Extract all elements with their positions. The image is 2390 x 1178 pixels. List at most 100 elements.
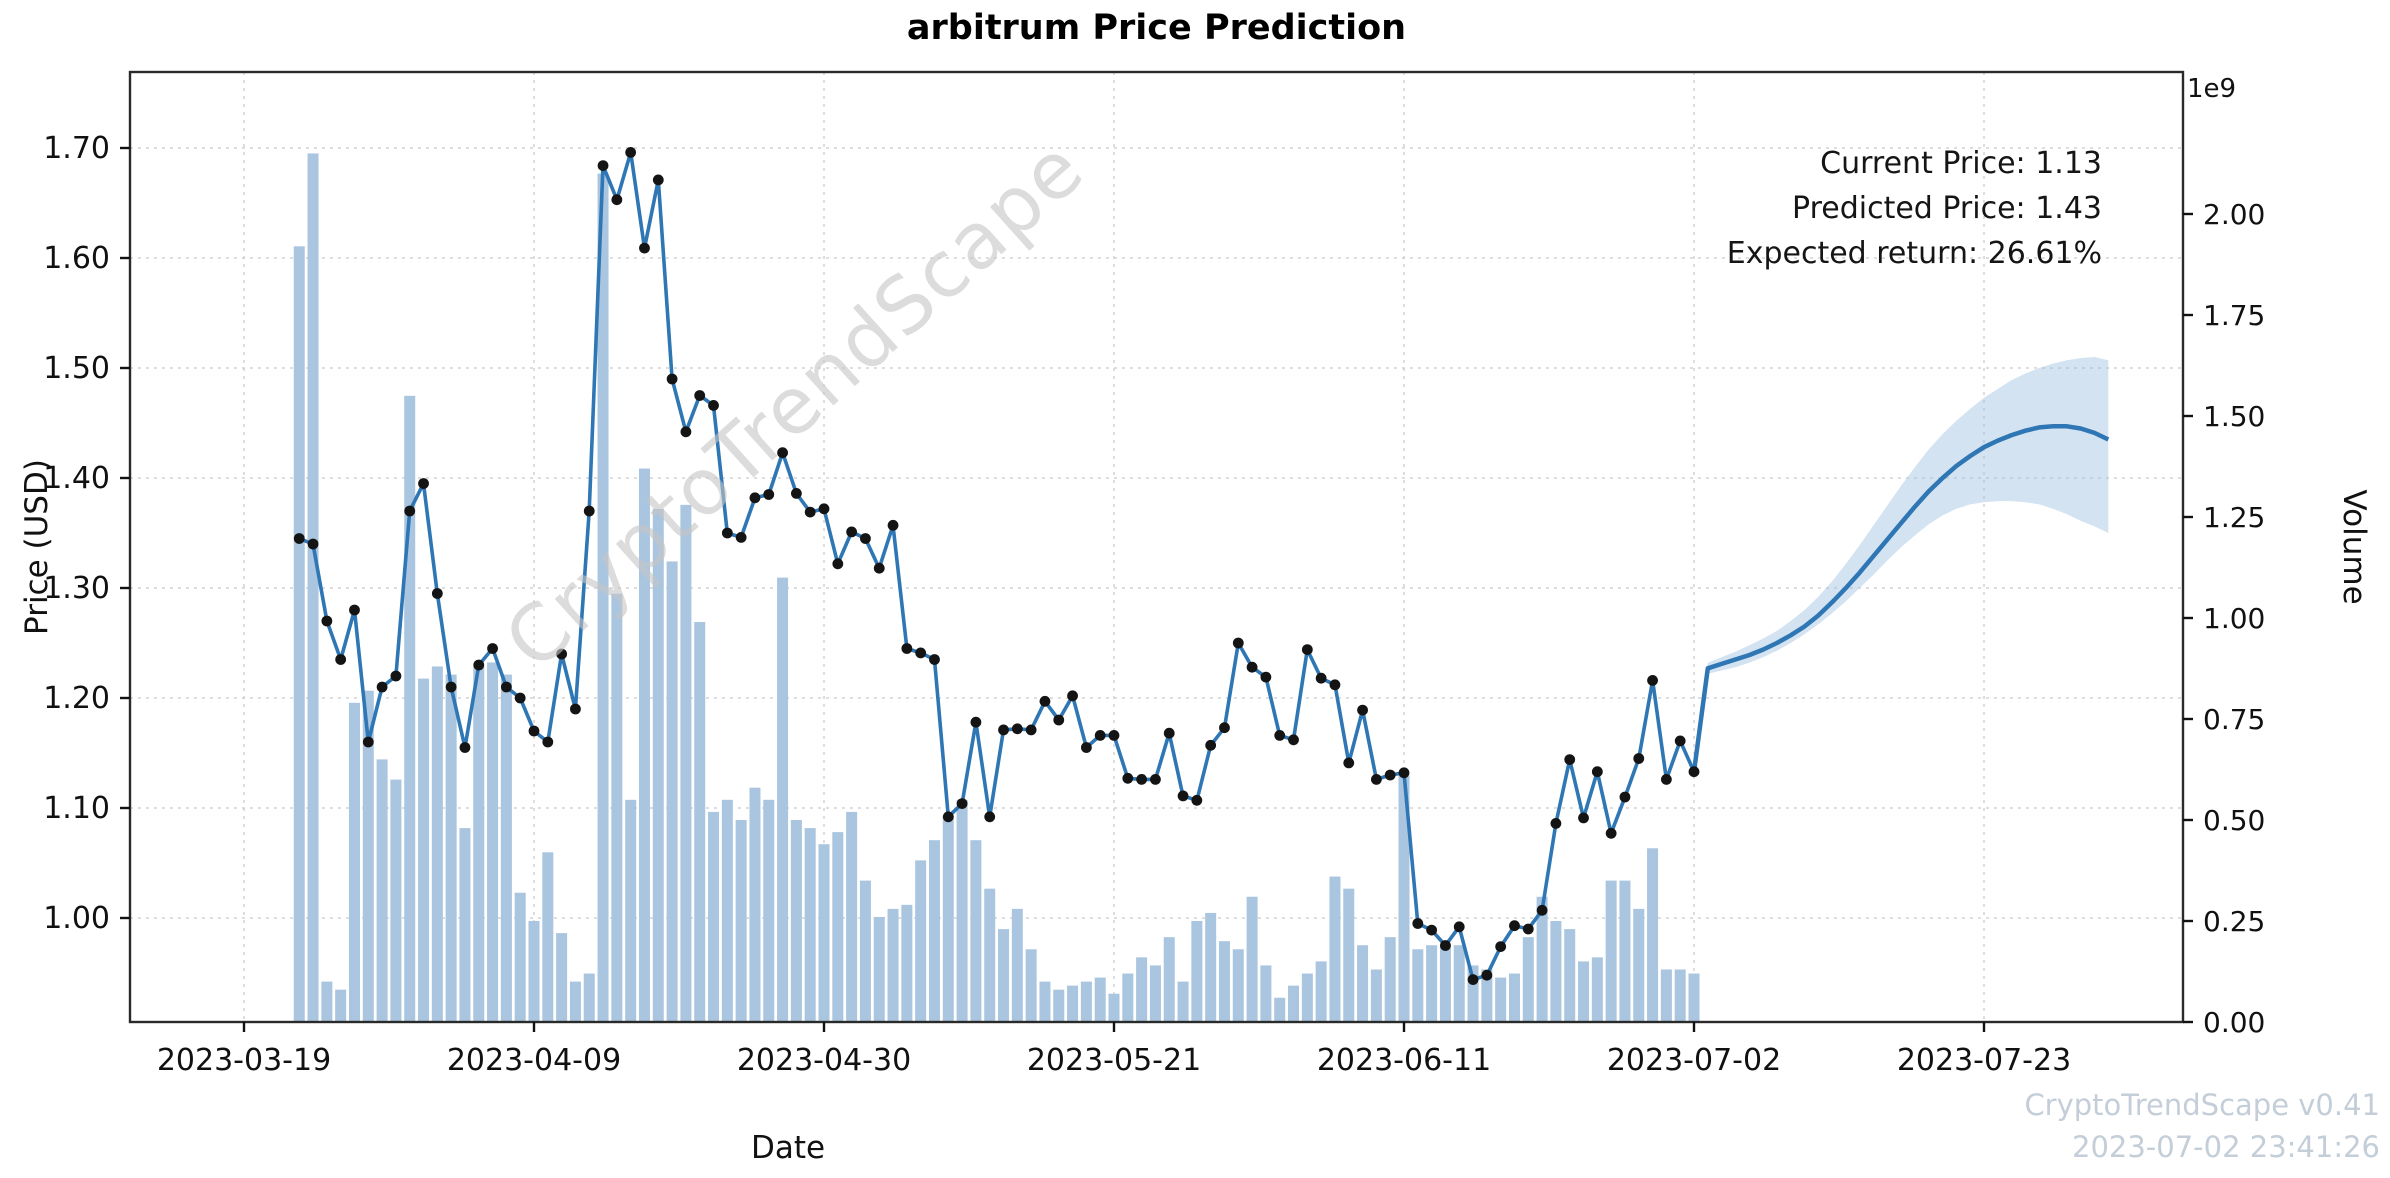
volume-bar [915,860,927,1022]
volume-bar [1536,896,1548,1022]
volume-bar [487,662,499,1022]
price-marker [376,681,388,693]
volume-bar [1315,961,1327,1022]
volume-bar [583,973,595,1022]
volume-bar [404,395,416,1022]
volume-bar [1550,921,1562,1022]
price-marker [942,811,954,823]
volume-axis-exponent: 1e9 [2187,74,2237,104]
price-marker [1122,772,1134,784]
volume-bar [790,820,802,1022]
price-marker [915,647,927,659]
price-marker [929,654,940,665]
price-marker [984,811,996,823]
x-tick-label: 2023-05-21 [1027,1043,1201,1078]
price-marker [1094,730,1106,741]
price-marker [321,615,333,627]
x-tick-label: 2023-06-11 [1317,1043,1491,1078]
volume-bar [1011,908,1023,1022]
price-marker [666,373,678,385]
volume-bar [735,820,747,1022]
volume-tick-label: 2.00 [2203,198,2265,231]
price-marker [1011,723,1023,735]
price-marker [1315,672,1327,684]
volume-bar [1647,848,1659,1022]
volume-bar [542,852,554,1022]
price-marker [542,736,554,748]
volume-bar [984,888,996,1022]
volume-bar [1591,957,1603,1022]
price-marker [1150,774,1161,785]
volume-bar [942,815,954,1022]
price-marker [887,519,899,531]
price-marker [1067,690,1078,702]
price-marker [873,562,885,574]
price-marker [528,725,540,737]
forecast-price-line [1691,424,2110,772]
volume-tick-label: 1.75 [2203,299,2265,332]
price-marker [431,588,443,599]
volume-bar [887,908,899,1022]
volume-bar [473,666,485,1022]
price-marker [1163,727,1175,739]
volume-tick-label: 0.00 [2203,1006,2265,1039]
price-marker [680,426,692,438]
price-marker [818,503,830,515]
price-marker [1329,679,1341,691]
volume-bar [1080,981,1092,1022]
price-marker [832,558,844,570]
price-tick-label: 1.70 [43,131,110,166]
volume-bar [1039,981,1051,1022]
volume-bar [459,828,471,1022]
volume-bar [418,678,430,1022]
volume-bar [970,840,982,1022]
price-marker [611,194,623,206]
price-marker [1412,918,1424,929]
volume-bar [1467,965,1479,1022]
x-tick-label: 2023-04-09 [447,1043,621,1078]
volume-bar [1674,969,1686,1022]
price-marker [487,643,498,654]
volume-bar [362,690,374,1022]
volume-bar [749,787,761,1022]
volume-bar [611,593,623,1022]
volume-bar [1136,957,1148,1022]
volume-bar [1412,949,1424,1022]
price-marker [1481,969,1493,981]
volume-bar [597,173,609,1023]
volume-bar [1495,977,1507,1022]
volume-bar [1191,921,1203,1022]
price-marker [1191,794,1203,806]
price-tick-label: 1.20 [43,681,110,716]
price-marker [998,724,1009,736]
volume-bar [1578,961,1590,1022]
price-marker [1039,695,1051,707]
price-marker [570,703,581,715]
volume-bar [1370,969,1382,1022]
price-marker [1564,754,1576,765]
volume-bar [514,892,526,1022]
chart-title: arbitrum Price Prediction [906,8,1407,48]
volume-axis-label: Volume [2336,489,2372,605]
volume-bar [832,832,844,1022]
volume-bar [846,811,858,1022]
volume-bar [928,840,940,1022]
price-marker [1647,675,1658,686]
price-marker [404,505,416,517]
volume-bar [901,904,913,1022]
price-marker [500,681,512,693]
price-marker [1605,827,1617,839]
volume-bar [694,622,706,1022]
price-marker [1301,644,1313,655]
volume-bar [1564,929,1576,1022]
volume-bar [763,799,775,1022]
price-tick-label: 1.40 [43,461,110,496]
volume-bar [1067,985,1079,1022]
volume-bar [390,779,402,1022]
volume-bar [1274,997,1286,1022]
price-marker [1522,923,1534,935]
price-tick-label: 1.50 [43,351,110,386]
price-marker [1260,671,1272,683]
volume-tick-label: 1.25 [2203,501,2265,534]
